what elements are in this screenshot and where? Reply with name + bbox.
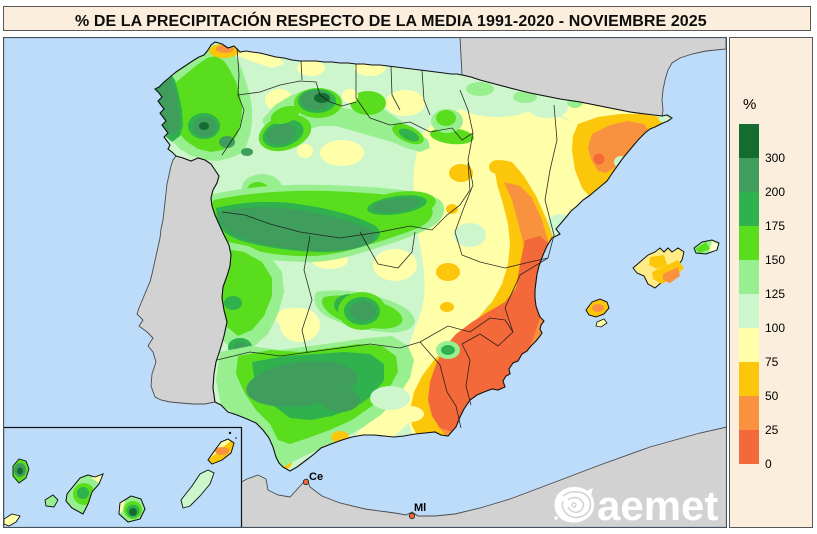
- svg-text:aemet: aemet: [597, 482, 718, 528]
- svg-text:Ce: Ce: [309, 471, 323, 483]
- svg-text:Ml: Ml: [414, 502, 426, 514]
